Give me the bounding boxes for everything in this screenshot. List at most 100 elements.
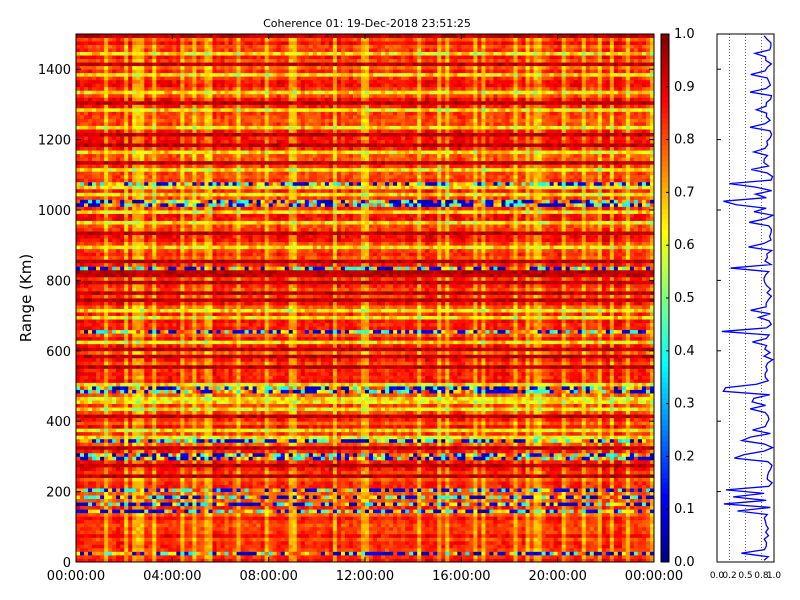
heatmap-cell [225,544,229,548]
heatmap-cell [225,474,229,478]
heatmap-cell [289,442,293,446]
heatmap-cell [229,488,233,492]
heatmap-cell [208,530,212,534]
heatmap-cell [409,449,413,453]
heatmap-cell [112,481,116,485]
heatmap-cell [385,478,389,482]
heatmap-cell [501,544,505,548]
heatmap-cell [329,499,333,503]
heatmap-cell [100,548,104,552]
heatmap-cell [546,488,550,492]
heatmap-cell [216,544,220,548]
heatmap-cell [281,544,285,548]
heatmap-cell [353,460,357,464]
heatmap-cell [357,478,361,482]
heatmap-cell [200,453,204,457]
heatmap-cell [618,463,622,467]
heatmap-cell [132,499,136,503]
heatmap-cell [120,506,124,510]
heatmap-cell [164,442,168,446]
heatmap-cell [449,485,453,489]
heatmap-cell [156,534,160,538]
heatmap-cell [184,509,188,513]
heatmap-cell [538,541,542,545]
heatmap-cell [152,534,156,538]
heatmap-cell [590,502,594,506]
heatmap-cell [357,541,361,545]
heatmap-cell [108,453,112,457]
heatmap-cell [514,555,518,559]
heatmap-cell [630,460,634,464]
heatmap-cell [325,541,329,545]
heatmap-cell [493,492,497,496]
heatmap-cell [401,449,405,453]
heatmap-cell [164,520,168,524]
heatmap-cell [112,485,116,489]
heatmap-cell [188,492,192,496]
heatmap-cell [289,485,293,489]
heatmap-cell [638,495,642,499]
heatmap-cell [646,530,650,534]
heatmap-cell [289,527,293,531]
heatmap-cell [381,460,385,464]
heatmap-cell [493,516,497,520]
heatmap-cell [92,470,96,474]
heatmap-cell [409,453,413,457]
heatmap-cell [361,481,365,485]
heatmap-cell [76,456,80,460]
heatmap-cell [301,449,305,453]
heatmap-cell [233,456,237,460]
heatmap-cell [140,492,144,496]
heatmap-cell [562,456,566,460]
heatmap-cell [196,499,200,503]
heatmap-cell [369,492,373,496]
heatmap-cell [646,470,650,474]
heatmap-cell [349,492,353,496]
heatmap-cell [526,502,530,506]
heatmap-cell [413,492,417,496]
heatmap-cell [590,446,594,450]
heatmap-cell [610,509,614,513]
heatmap-cell [261,530,265,534]
heatmap-cell [469,527,473,531]
heatmap-cell [337,439,341,443]
heatmap-cell [313,523,317,527]
heatmap-cell [429,474,433,478]
heatmap-cell [417,470,421,474]
heatmap-cell [638,513,642,517]
heatmap-cell [353,488,357,492]
heatmap-cell [172,502,176,506]
heatmap-cell [329,463,333,467]
heatmap-cell [301,548,305,552]
heatmap-cell [313,481,317,485]
heatmap-cell [526,541,530,545]
heatmap-cell [590,551,594,555]
heatmap-cell [602,470,606,474]
heatmap-cell [614,523,618,527]
heatmap-cell [389,516,393,520]
heatmap-cell [265,537,269,541]
heatmap-cell [510,527,514,531]
heatmap-cell [136,541,140,545]
heatmap-cell [449,446,453,450]
heatmap-cell [546,485,550,489]
heatmap-cell [485,446,489,450]
heatmap-cell [216,527,220,531]
heatmap-cell [337,463,341,467]
heatmap-cell [634,481,638,485]
heatmap-cell [381,481,385,485]
heatmap-cell [156,499,160,503]
heatmap-cell [329,527,333,531]
heatmap-cell [642,488,646,492]
heatmap-cell [578,516,582,520]
heatmap-cell [233,555,237,559]
heatmap-cell [168,463,172,467]
heatmap-cell [128,460,132,464]
heatmap-cell [381,541,385,545]
heatmap-cell [377,467,381,471]
heatmap-cell [546,530,550,534]
heatmap-cell [176,541,180,545]
heatmap-cell [646,520,650,524]
heatmap-cell [184,470,188,474]
heatmap-cell [329,492,333,496]
